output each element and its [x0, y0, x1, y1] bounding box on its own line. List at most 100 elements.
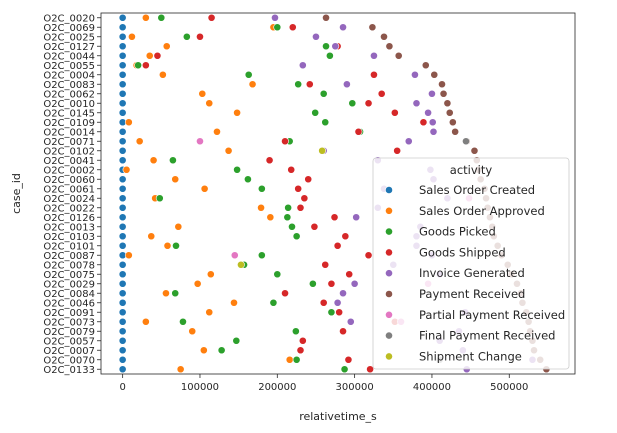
data-point	[352, 213, 361, 222]
y-tick-label: O2C_0060	[43, 175, 95, 186]
legend-marker	[385, 248, 393, 257]
data-point	[149, 156, 158, 165]
legend-marker	[385, 290, 393, 298]
y-tick-label: O2C_0073	[43, 317, 95, 328]
y-tick-label: O2C_0046	[43, 298, 95, 309]
data-point	[335, 308, 344, 317]
data-point	[294, 184, 303, 193]
data-point	[169, 156, 177, 165]
data-point	[318, 146, 327, 155]
data-point	[155, 194, 164, 203]
y-tick-label: O2C_0057	[43, 336, 95, 347]
data-point	[385, 42, 394, 51]
y-tick-label: O2C_0078	[43, 260, 95, 271]
legend-entry: Invoice Generated	[419, 266, 525, 280]
data-point	[207, 13, 216, 22]
data-point	[176, 365, 185, 374]
data-point	[266, 213, 275, 222]
data-point	[118, 89, 127, 98]
data-point	[257, 184, 266, 193]
y-tick-label: O2C_0075	[43, 270, 95, 281]
data-point	[350, 279, 359, 288]
y-tick-label: O2C_0007	[43, 346, 95, 357]
legend-marker	[385, 227, 393, 236]
data-point	[325, 51, 334, 60]
data-point	[281, 137, 289, 146]
data-point	[429, 127, 438, 136]
data-point	[153, 51, 162, 60]
data-point	[224, 146, 233, 155]
legend-marker	[385, 186, 393, 194]
data-point	[322, 13, 330, 22]
legend-box	[372, 157, 570, 370]
data-point	[118, 13, 127, 22]
axes: 0 100000 200000 300000 400000 500000O2C_0020O…	[43, 12, 576, 393]
data-point	[312, 32, 320, 41]
data-point	[448, 118, 457, 127]
y-tick-label: O2C_0044	[43, 51, 95, 62]
data-point	[419, 118, 428, 127]
data-point	[428, 89, 436, 98]
data-point	[283, 213, 292, 222]
y-tick-label: O2C_0013	[43, 222, 95, 233]
legend-entry: Sales Order Approved	[419, 204, 545, 218]
legend-entry: Payment Received	[419, 287, 525, 301]
data-point	[158, 70, 167, 79]
data-point	[380, 32, 388, 41]
data-point	[366, 365, 374, 374]
y-tick-label: O2C_0083	[43, 80, 95, 91]
data-point	[162, 42, 171, 51]
x-tick-label: 500000	[490, 382, 528, 393]
data-point	[428, 118, 437, 127]
data-point	[377, 89, 386, 98]
y-tick-label: O2C_0002	[43, 165, 95, 176]
data-point	[198, 89, 207, 98]
y-tick-label: O2C_0022	[43, 203, 95, 214]
data-point	[118, 146, 127, 155]
data-point	[393, 146, 402, 155]
data-point	[118, 156, 127, 165]
data-point	[305, 80, 314, 89]
data-point	[118, 61, 127, 70]
data-point	[285, 355, 294, 364]
data-point	[411, 70, 419, 79]
data-point	[390, 108, 399, 117]
data-point	[310, 222, 319, 231]
data-point	[248, 80, 257, 89]
data-point	[244, 175, 252, 184]
data-point	[118, 308, 127, 317]
data-point	[311, 108, 320, 117]
data-point	[118, 42, 127, 51]
x-tick-label: 0	[119, 382, 125, 393]
data-point	[331, 42, 340, 51]
data-point	[257, 251, 266, 260]
data-point	[118, 298, 127, 307]
data-point	[196, 32, 204, 41]
data-point	[128, 32, 136, 41]
x-tick-label: 400000	[413, 382, 451, 393]
legend-title: activity	[450, 163, 493, 177]
data-point	[141, 317, 150, 326]
y-tick-label: O2C_0126	[43, 213, 95, 224]
data-point	[200, 184, 209, 193]
y-tick-label: O2C_0004	[43, 70, 95, 81]
data-point	[340, 365, 349, 374]
data-point	[237, 260, 245, 269]
data-point	[172, 241, 180, 250]
data-point	[298, 61, 307, 70]
data-point	[284, 203, 293, 212]
legend: activity Sales Order Created Sales Order A…	[372, 157, 570, 370]
data-point	[124, 118, 133, 127]
data-point	[118, 355, 127, 364]
data-point	[292, 232, 301, 241]
data-point	[354, 127, 363, 136]
data-point	[118, 23, 127, 32]
x-tick-label: 300000	[336, 382, 374, 393]
data-point	[430, 70, 439, 79]
data-point	[339, 327, 347, 336]
data-point	[291, 327, 300, 336]
legend-entry: Goods Picked	[419, 225, 496, 239]
data-point	[292, 355, 301, 364]
data-point	[296, 203, 305, 212]
legend-marker	[385, 206, 393, 215]
